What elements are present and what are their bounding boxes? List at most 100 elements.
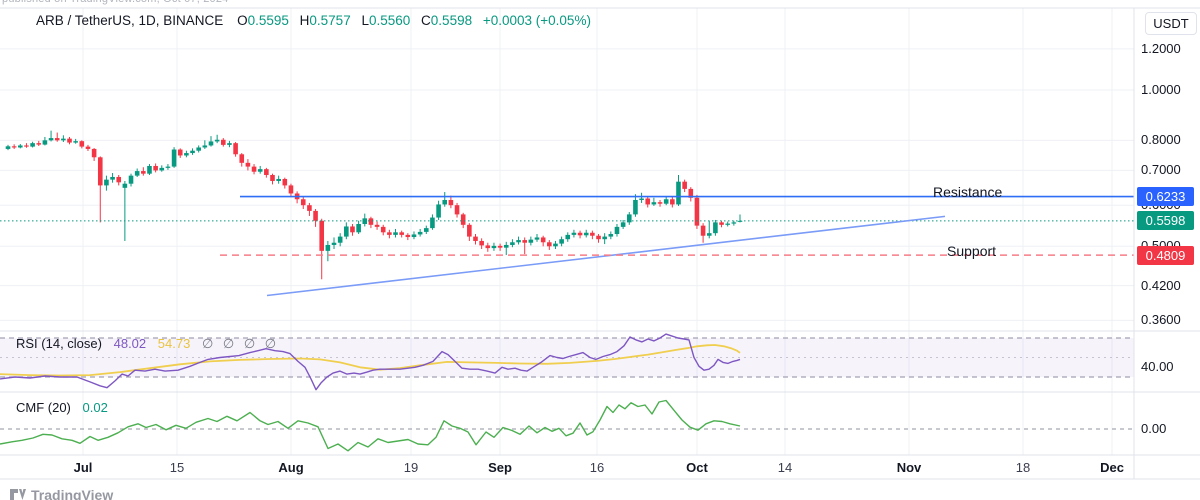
close-label: C bbox=[421, 13, 431, 28]
candle-body bbox=[85, 146, 91, 149]
cmf-value: 0.02 bbox=[82, 400, 108, 415]
candle-body bbox=[104, 179, 109, 186]
candle-body bbox=[67, 138, 72, 143]
change-value: +0.0003 (+0.05%) bbox=[482, 13, 591, 28]
candle-body bbox=[116, 176, 122, 183]
candle-body bbox=[454, 205, 460, 215]
candle-body bbox=[319, 220, 325, 251]
cmf-legend[interactable]: CMF (20) 0.02 bbox=[16, 400, 108, 415]
candle-body bbox=[134, 171, 140, 176]
candle-body bbox=[497, 245, 503, 248]
candle-body bbox=[522, 240, 528, 243]
candle-body bbox=[645, 198, 651, 205]
candle-body bbox=[11, 146, 17, 148]
tradingview-logo-icon bbox=[10, 488, 26, 500]
candle-body bbox=[91, 148, 97, 158]
candle-body bbox=[171, 149, 177, 167]
candle-body bbox=[485, 245, 491, 249]
candle-body bbox=[331, 242, 337, 245]
candle-body bbox=[657, 202, 663, 204]
rsi-value: 48.02 bbox=[113, 336, 147, 351]
candle-body bbox=[54, 138, 60, 141]
candle-body bbox=[368, 218, 374, 225]
rsi-empty-values: ∅ ∅ ∅ ∅ bbox=[201, 336, 280, 351]
rsi-ma-line bbox=[0, 344, 741, 377]
last_price-price-badge: 0.5598 bbox=[1137, 211, 1194, 231]
symbol-legend[interactable]: ARB / TetherUS, 1D, BINANCE O0.5595 H0.5… bbox=[36, 13, 591, 28]
candle-body bbox=[731, 222, 737, 224]
candle-body bbox=[73, 141, 78, 143]
time-axis-label: 14 bbox=[777, 460, 793, 475]
high-value: 0.5757 bbox=[309, 13, 351, 28]
time-axis-label: 19 bbox=[403, 460, 419, 475]
candle-body bbox=[374, 224, 380, 227]
price-axis-label: 0.3600 bbox=[1141, 312, 1181, 328]
candle-body bbox=[670, 199, 675, 205]
candle-body bbox=[276, 178, 281, 181]
candle-body bbox=[141, 171, 146, 174]
candle-body bbox=[48, 138, 54, 141]
candle-body bbox=[147, 165, 152, 174]
candle-body bbox=[196, 147, 201, 151]
candle-body bbox=[300, 199, 306, 206]
candle-body bbox=[337, 236, 343, 243]
time-axis-label: Oct bbox=[686, 460, 708, 475]
candle-body bbox=[282, 178, 288, 186]
resistance-price-badge: 0.6233 bbox=[1137, 187, 1194, 207]
candle-body bbox=[122, 183, 128, 188]
candle-body bbox=[565, 234, 571, 240]
candle-body bbox=[411, 234, 417, 238]
candle-body bbox=[694, 197, 700, 226]
candle-body bbox=[399, 232, 404, 235]
attribution-watermark: published on TradingView.com, Oct 07, 20… bbox=[2, 0, 229, 5]
candle-body bbox=[405, 234, 411, 238]
candle-body bbox=[442, 199, 448, 205]
candle-body bbox=[159, 167, 165, 171]
candle-body bbox=[516, 240, 521, 243]
open-value: 0.5595 bbox=[247, 13, 289, 28]
rsi-line bbox=[0, 333, 741, 391]
price-axis-label: 1.0000 bbox=[1141, 82, 1181, 97]
candle-body bbox=[307, 205, 312, 211]
candle-body bbox=[190, 150, 195, 154]
candle-body bbox=[245, 162, 251, 167]
support-annotation: Support bbox=[947, 243, 997, 259]
candle-body bbox=[510, 242, 515, 245]
candle-body bbox=[251, 166, 257, 172]
candle-body bbox=[61, 138, 66, 141]
candle-body bbox=[676, 181, 681, 205]
candle-body bbox=[264, 169, 269, 175]
candle-body bbox=[448, 199, 454, 206]
candle-body bbox=[663, 199, 669, 204]
candle-body bbox=[165, 166, 171, 168]
time-axis-label: 18 bbox=[1015, 460, 1031, 475]
candle-body bbox=[18, 145, 23, 148]
tradingview-logo[interactable]: TradingView bbox=[10, 487, 113, 500]
candle-body bbox=[706, 233, 712, 236]
candle-body bbox=[97, 157, 103, 186]
candle-body bbox=[436, 204, 441, 218]
candle-body bbox=[651, 202, 657, 205]
candle-body bbox=[24, 145, 29, 147]
high-label: H bbox=[299, 13, 310, 28]
currency-unit-button[interactable]: USDT bbox=[1145, 12, 1197, 35]
candle-body bbox=[350, 226, 355, 233]
candle-body bbox=[725, 223, 730, 225]
candle-body bbox=[602, 236, 607, 240]
candle-body bbox=[719, 222, 724, 225]
candle-body bbox=[380, 226, 386, 233]
price-axis-label: 1.2000 bbox=[1141, 40, 1181, 56]
time-axis-label: 16 bbox=[589, 460, 605, 475]
time-axis-label: Dec bbox=[1100, 460, 1124, 475]
candle-body bbox=[233, 143, 238, 155]
price-axis-label: 0.4200 bbox=[1141, 277, 1181, 293]
rsi-legend[interactable]: RSI (14, close) 48.02 54.73 ∅ ∅ ∅ ∅ bbox=[16, 336, 279, 352]
candle-body bbox=[553, 243, 558, 247]
candle-body bbox=[5, 146, 11, 149]
time-axis-label: 15 bbox=[169, 460, 185, 475]
rsi-axis-label: 40.00 bbox=[1141, 359, 1174, 375]
low-value: 0.5560 bbox=[368, 13, 411, 28]
candle-body bbox=[257, 169, 263, 172]
candle-body bbox=[473, 236, 478, 241]
